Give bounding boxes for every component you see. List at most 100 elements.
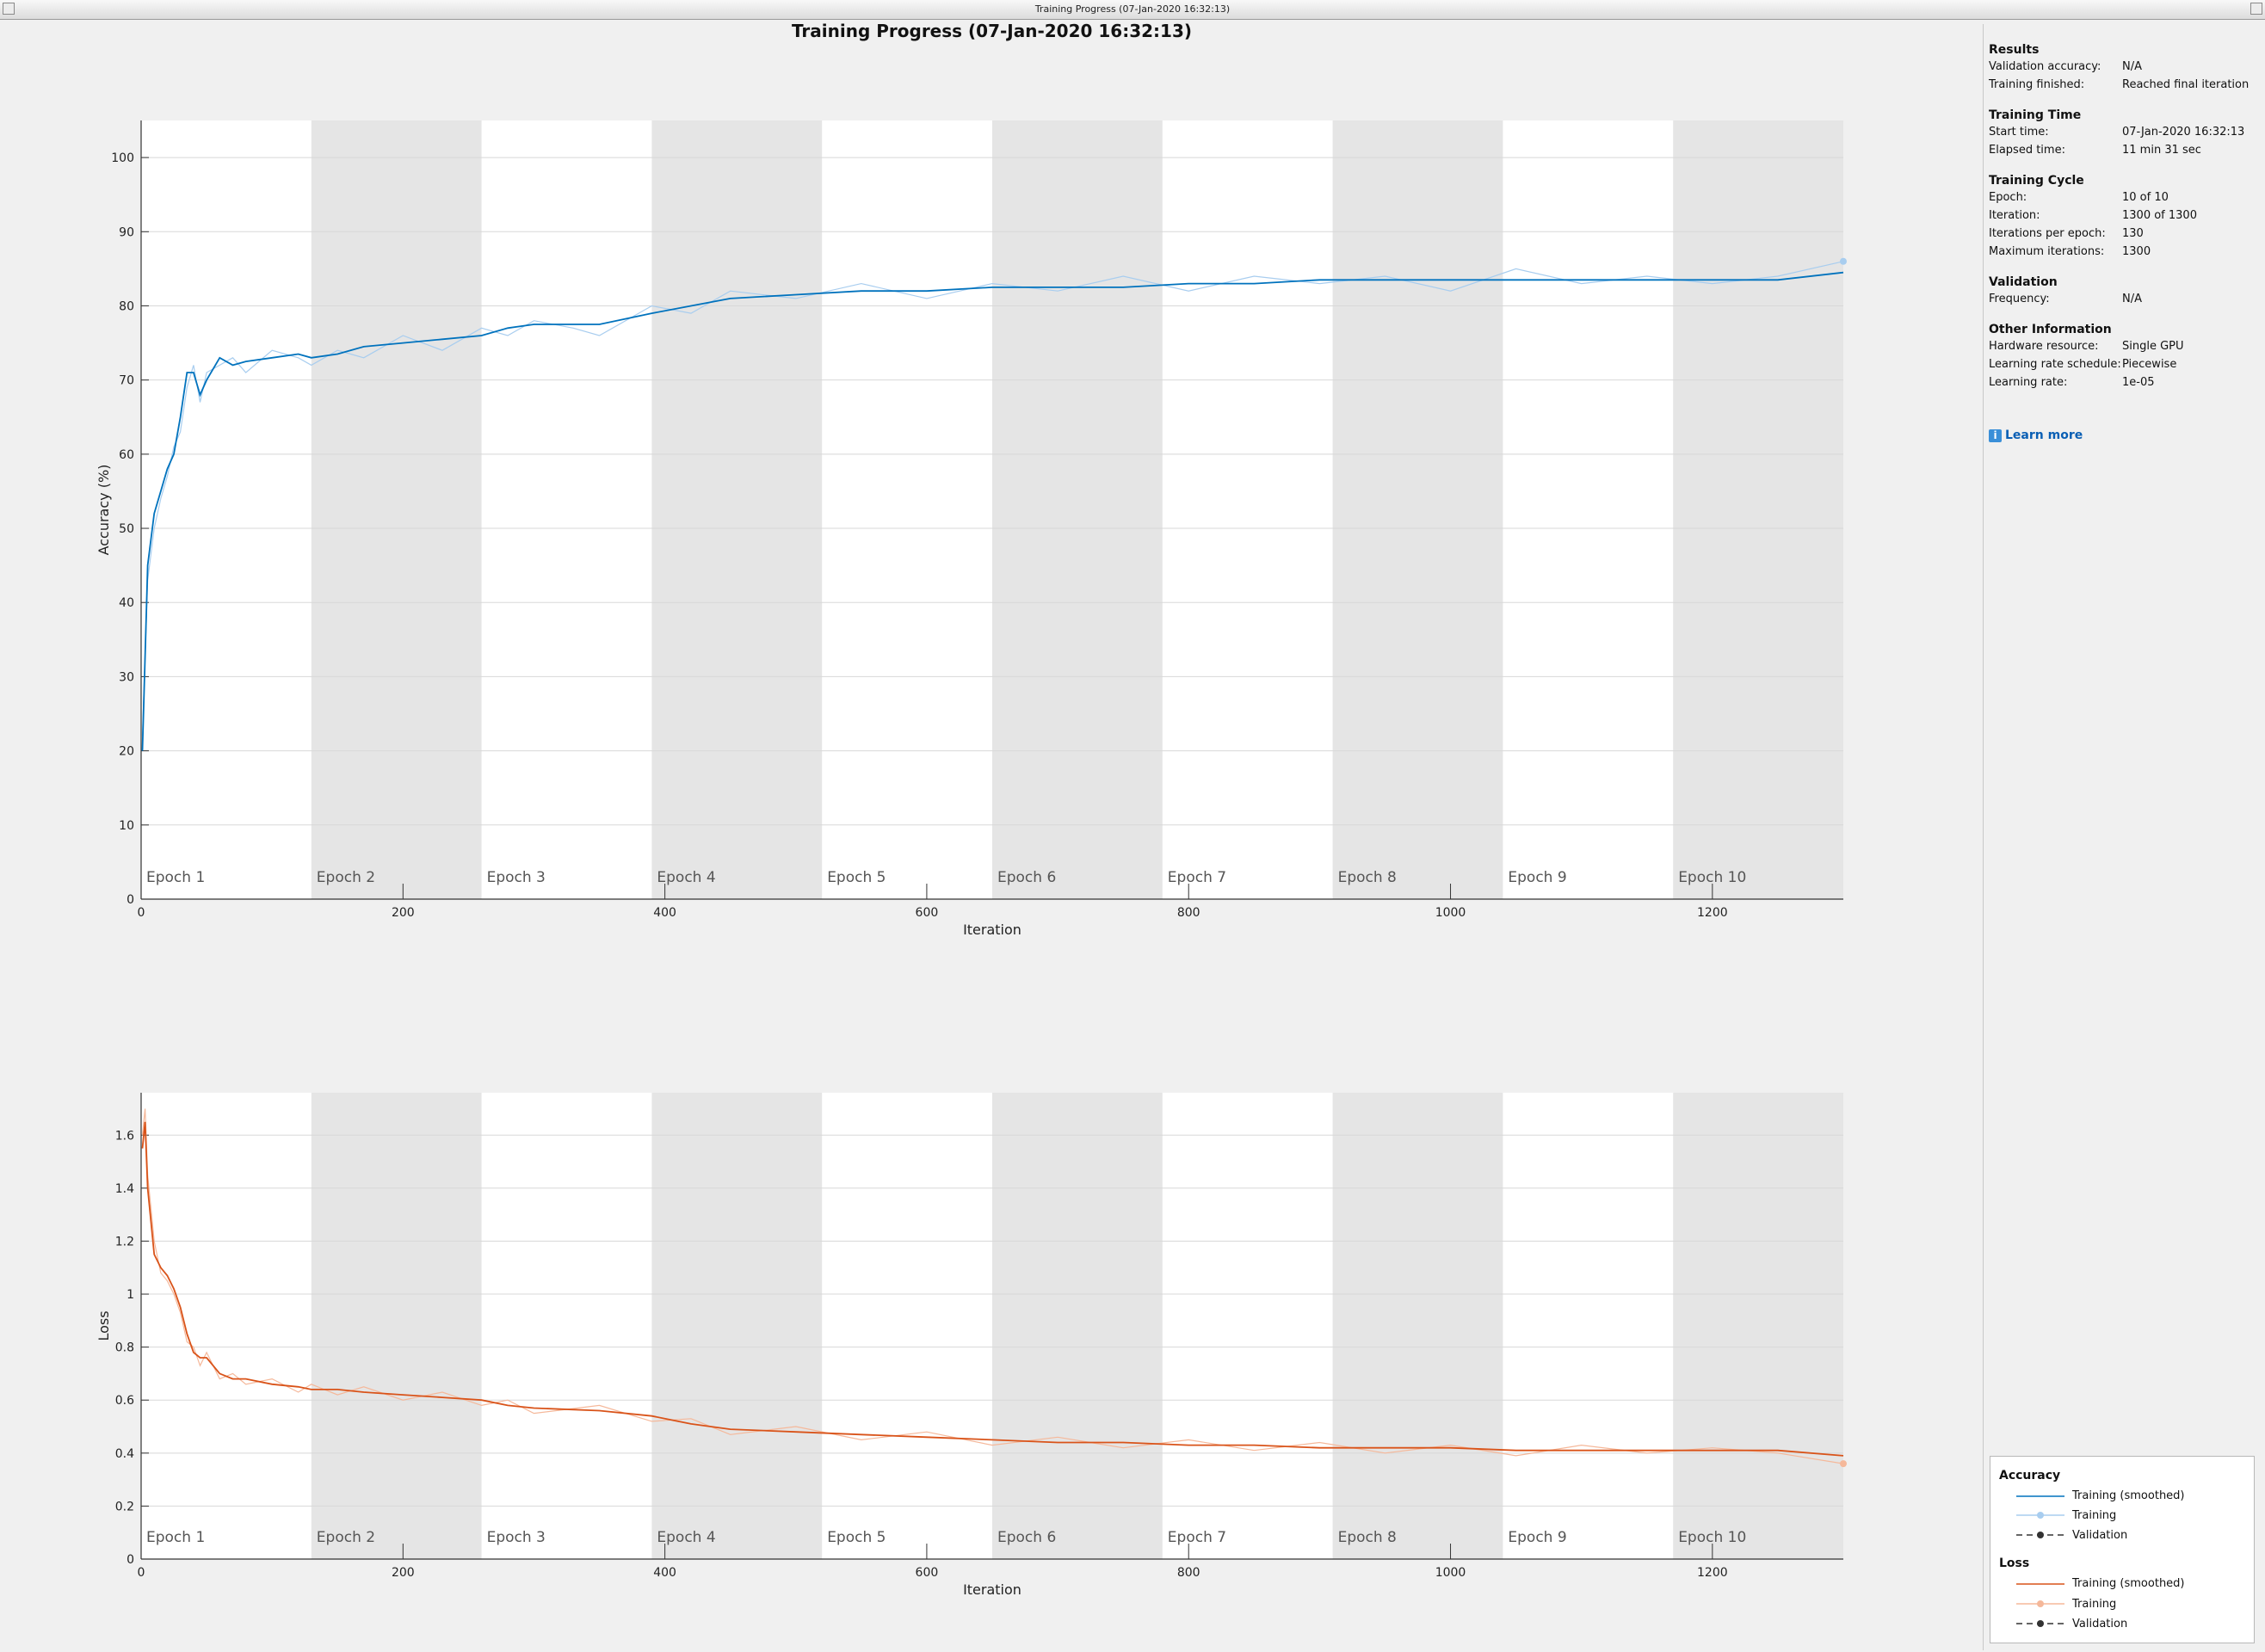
frequency-row: Frequency: N/A	[1989, 293, 2256, 311]
loss-epoch-band	[311, 1093, 482, 1559]
accuracy-y-tick-label: 80	[119, 299, 134, 313]
accuracy-y-tick-label: 30	[119, 670, 134, 684]
loss-y-axis-label: Loss	[96, 1310, 112, 1341]
learning-rate-row: Learning rate: 1e-05	[1989, 376, 2256, 394]
accuracy-y-axis-label: Accuracy (%)	[96, 465, 112, 556]
accuracy-epoch-band	[992, 120, 1163, 899]
iteration-label: Iteration:	[1989, 209, 2040, 222]
loss-training-end-point	[1840, 1460, 1847, 1468]
loss-y-tick-label: 0.8	[115, 1341, 134, 1355]
window-menu-button[interactable]	[3, 3, 15, 15]
epoch-value: 10 of 10	[2122, 191, 2169, 204]
legend-accuracy-smoothed-label: Training (smoothed)	[2072, 1489, 2185, 1502]
learning-rate-schedule-label: Learning rate schedule:	[1989, 358, 2121, 371]
loss-x-tick-label: 600	[916, 1566, 939, 1580]
loss-epoch-band	[992, 1093, 1163, 1559]
loss-y-tick-label: 1.6	[115, 1129, 134, 1143]
loss-y-tick-label: 0.4	[115, 1447, 134, 1461]
hardware-resource-row: Hardware resource: Single GPU	[1989, 340, 2256, 358]
iteration-value: 1300 of 1300	[2122, 209, 2197, 222]
accuracy-x-tick-label: 800	[1177, 906, 1200, 920]
maximum-iterations-row: Maximum iterations: 1300	[1989, 245, 2256, 263]
results-heading: Results	[1989, 43, 2040, 57]
info-panel: Results Validation accuracy: N/A Training…	[1989, 43, 2256, 442]
start-time-label: Start time:	[1989, 126, 2049, 139]
accuracy-y-tick-label: 70	[119, 374, 134, 388]
iteration-row: Iteration: 1300 of 1300	[1989, 209, 2256, 227]
hardware-resource-value: Single GPU	[2122, 340, 2184, 353]
loss-epoch-band	[1673, 1093, 1843, 1559]
accuracy-y-tick-label: 90	[119, 225, 134, 239]
legend-accuracy-training-label: Training	[2072, 1509, 2117, 1522]
info-icon: i	[1989, 429, 2002, 442]
elapsed-time-value: 11 min 31 sec	[2122, 144, 2201, 157]
loss-x-tick-label: 1000	[1435, 1566, 1466, 1580]
iterations-per-epoch-value: 130	[2122, 227, 2144, 240]
loss-epoch-label: Epoch 1	[146, 1529, 205, 1546]
accuracy-y-tick-label: 50	[119, 522, 134, 536]
validation-accuracy-label: Validation accuracy:	[1989, 60, 2101, 73]
accuracy-epoch-label: Epoch 6	[997, 869, 1056, 886]
loss-epoch-label: Epoch 6	[997, 1529, 1056, 1546]
loss-y-tick-label: 0.2	[115, 1500, 134, 1513]
iterations-per-epoch-label: Iterations per epoch:	[1989, 227, 2106, 240]
accuracy-epoch-label: Epoch 7	[1168, 869, 1226, 886]
elapsed-time-row: Elapsed time: 11 min 31 sec	[1989, 144, 2256, 162]
legend-accuracy-training-marker	[2037, 1512, 2044, 1519]
epoch-label: Epoch:	[1989, 191, 2027, 204]
accuracy-x-tick-label: 200	[392, 906, 415, 920]
window-title: Training Progress (07-Jan-2020 16:32:13)	[1034, 3, 1231, 15]
loss-epoch-label: Epoch 5	[827, 1529, 886, 1546]
accuracy-y-tick-label: 20	[119, 745, 134, 759]
accuracy-epoch-band	[651, 120, 823, 899]
loss-x-tick-label: 800	[1177, 1566, 1200, 1580]
learning-rate-label: Learning rate:	[1989, 376, 2068, 389]
accuracy-epoch-label: Epoch 10	[1678, 869, 1746, 886]
loss-epoch-band	[651, 1093, 823, 1559]
loss-x-tick-label: 200	[392, 1566, 415, 1580]
other-information-heading: Other Information	[1989, 323, 2112, 336]
accuracy-x-tick-label: 1200	[1697, 906, 1728, 920]
loss-x-tick-label: 1200	[1697, 1566, 1728, 1580]
training-finished-row: Training finished: Reached final iteratio…	[1989, 78, 2256, 96]
loss-epoch-label: Epoch 3	[487, 1529, 546, 1546]
legend-loss-validation-marker	[2037, 1620, 2044, 1627]
validation-accuracy-value: N/A	[2122, 60, 2142, 73]
frequency-value: N/A	[2122, 293, 2142, 305]
loss-x-tick-label: 0	[138, 1566, 145, 1580]
accuracy-epoch-label: Epoch 9	[1508, 869, 1566, 886]
loss-epoch-label: Epoch 7	[1168, 1529, 1226, 1546]
validation-accuracy-row: Validation accuracy: N/A	[1989, 60, 2256, 78]
maximum-iterations-value: 1300	[2122, 245, 2151, 258]
legend-accuracy-heading: Accuracy	[1999, 1469, 2061, 1482]
legend-accuracy-swatches	[2016, 1495, 2064, 1538]
loss-epoch-label: Epoch 4	[657, 1529, 715, 1546]
validation-heading: Validation	[1989, 275, 2058, 289]
legend-loss-smoothed-label: Training (smoothed)	[2072, 1577, 2185, 1590]
accuracy-epoch-band	[311, 120, 482, 899]
legend-loss-validation-label: Validation	[2072, 1618, 2128, 1630]
loss-y-tick-label: 1.4	[115, 1182, 134, 1196]
accuracy-epoch-band	[1673, 120, 1843, 899]
loss-x-tick-label: 400	[653, 1566, 676, 1580]
accuracy-epoch-band	[1332, 120, 1503, 899]
accuracy-x-tick-label: 400	[653, 906, 676, 920]
accuracy-epoch-label: Epoch 2	[317, 869, 375, 886]
loss-epoch-band	[1332, 1093, 1503, 1559]
learning-rate-schedule-value: Piecewise	[2122, 358, 2177, 371]
legend-loss-training-label: Training	[2072, 1598, 2117, 1611]
accuracy-epoch-label: Epoch 5	[827, 869, 886, 886]
learning-rate-value: 1e-05	[2122, 376, 2155, 389]
loss-epoch-label: Epoch 10	[1678, 1529, 1746, 1546]
accuracy-training-smoothed-line	[141, 271, 1844, 751]
training-cycle-heading: Training Cycle	[1989, 174, 2084, 188]
legend-accuracy-validation-marker	[2037, 1532, 2044, 1538]
window-titlebar: Training Progress (07-Jan-2020 16:32:13)	[0, 0, 2265, 20]
learn-more-link[interactable]: i Learn more	[1989, 428, 2256, 442]
charts-area: Epoch 1 Epoch 2 Epoch 3 Epoch 4 Epoch 5 Epoch…	[96, 120, 1847, 1598]
accuracy-y-tick-label: 10	[119, 819, 134, 833]
loss-y-tick-label: 0.6	[115, 1394, 134, 1408]
window-close-button[interactable]	[2250, 3, 2262, 15]
accuracy-x-tick-label: 600	[916, 906, 939, 920]
